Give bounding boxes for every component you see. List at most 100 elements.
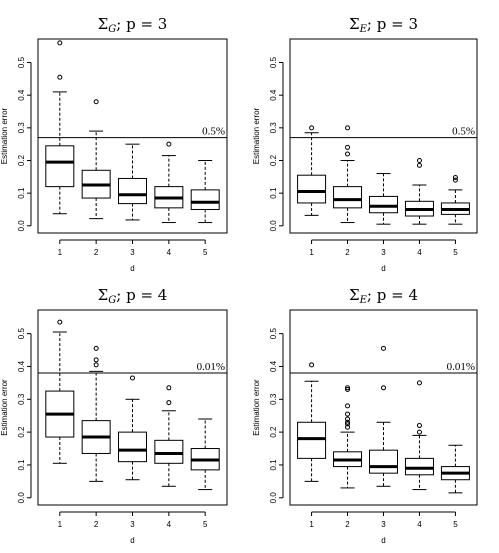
outlier-point (345, 151, 351, 157)
outlier-point (166, 141, 172, 147)
reference-line-label: 0.01% (447, 361, 475, 373)
x-tick-label: 2 (94, 248, 99, 257)
y-tick-label: 0.3 (17, 393, 26, 405)
box-1 (45, 40, 75, 215)
box-1 (45, 319, 75, 464)
outlier-point (93, 345, 99, 351)
x-tick-label: 2 (94, 520, 99, 529)
box-2 (81, 99, 111, 220)
y-tick-label: 0.4 (17, 360, 26, 372)
iqr-box (333, 186, 363, 209)
reference-line-label: 0.5% (202, 126, 225, 138)
box-1 (297, 125, 327, 216)
y-axis-label: Estimation error (0, 107, 9, 164)
outlier-point (57, 319, 63, 325)
panel-title: ΣG; p = 4 (98, 286, 168, 306)
reference-line-label: 0.01% (197, 361, 225, 373)
iqr-box (118, 431, 147, 463)
box-2 (333, 385, 363, 489)
y-tick-label: 0.4 (17, 89, 26, 101)
x-tick-label: 3 (130, 520, 135, 529)
plot-frame (289, 309, 478, 506)
outlier-point (345, 419, 351, 425)
iqr-box (297, 174, 327, 204)
y-tick-label: 0.2 (269, 154, 278, 166)
box-4 (154, 141, 184, 224)
panel-title: ΣE; p = 3 (349, 15, 418, 35)
box-2 (333, 125, 363, 224)
outlier-point (345, 424, 351, 430)
box-4 (404, 380, 434, 491)
x-tick-label: 3 (130, 248, 135, 257)
box-5 (440, 174, 470, 225)
panel-4: ΣE; p = 4 0.0 0.1 0.2 0.3 0.4 0.5 Estimation er… (252, 286, 478, 545)
x-axis-label: d (381, 264, 385, 273)
y-tick-label: 0.3 (269, 122, 278, 134)
outlier-point (416, 162, 422, 168)
y-axis-label: Estimation error (0, 379, 9, 436)
outlier-point (93, 99, 99, 105)
outlier-point (345, 403, 351, 409)
panel-2: ΣE; p = 3 0.0 0.1 0.2 0.3 0.4 0.5 Estimation er… (252, 15, 478, 273)
iqr-box (154, 439, 184, 464)
y-axis-label: Estimation error (252, 107, 261, 164)
y-axis-label: Estimation error (252, 379, 261, 436)
plot-frame (289, 38, 478, 234)
outlier-point (381, 385, 386, 391)
y-tick-label: 0.5 (17, 328, 26, 340)
iqr-box (118, 177, 147, 205)
x-tick-label: 1 (58, 520, 63, 529)
iqr-box (190, 189, 220, 210)
x-tick-label: 3 (381, 520, 386, 529)
outlier-point (130, 375, 135, 381)
iqr-box (297, 421, 327, 459)
y-tick-label: 0.2 (17, 154, 26, 166)
x-tick-label: 4 (417, 520, 422, 529)
plot-frame (37, 309, 228, 506)
y-tick-label: 0.0 (17, 492, 26, 504)
outlier-point (345, 416, 351, 422)
y-tick-label: 0.1 (269, 459, 278, 471)
outlier-point (381, 345, 386, 351)
x-tick-label: 4 (417, 248, 422, 257)
box-3 (369, 173, 398, 225)
box-4 (154, 385, 184, 487)
x-tick-label: 1 (309, 520, 314, 529)
y-tick-label: 0.3 (269, 393, 278, 405)
y-tick-label: 0.1 (17, 459, 26, 471)
y-tick-label: 0.2 (269, 426, 278, 438)
outlier-point (416, 380, 422, 386)
outlier-point (57, 74, 63, 80)
y-tick-label: 0.0 (17, 220, 26, 232)
outlier-point (345, 385, 351, 391)
box-3 (118, 143, 147, 221)
outlier-point (416, 429, 422, 435)
panel-3: ΣG; p = 4 0.0 0.1 0.2 0.3 0.4 0.5 Estimation er… (0, 286, 228, 545)
x-tick-label: 4 (167, 520, 172, 529)
outlier-point (345, 125, 351, 131)
outlier-point (345, 421, 351, 427)
x-tick-label: 5 (453, 248, 458, 257)
x-axis-label: d (130, 264, 134, 273)
y-tick-label: 0.1 (269, 187, 278, 199)
box-1 (297, 362, 327, 482)
outlier-point (345, 411, 351, 417)
y-tick-label: 0.0 (269, 220, 278, 232)
box-3 (118, 375, 147, 481)
outlier-point (345, 386, 351, 392)
box-5 (190, 418, 220, 491)
reference-line-label: 0.5% (452, 126, 475, 138)
panel-title: ΣG; p = 3 (98, 15, 168, 35)
outlier-point (166, 385, 172, 391)
y-tick-label: 0.5 (269, 56, 278, 68)
box-3 (369, 345, 398, 487)
x-tick-label: 1 (309, 248, 314, 257)
y-tick-label: 0.4 (269, 360, 278, 372)
iqr-box (369, 449, 398, 474)
x-tick-label: 5 (453, 520, 458, 529)
outlier-point (416, 423, 422, 429)
x-tick-label: 5 (203, 520, 208, 529)
x-axis-label: d (130, 536, 134, 545)
y-tick-label: 0.2 (17, 426, 26, 438)
